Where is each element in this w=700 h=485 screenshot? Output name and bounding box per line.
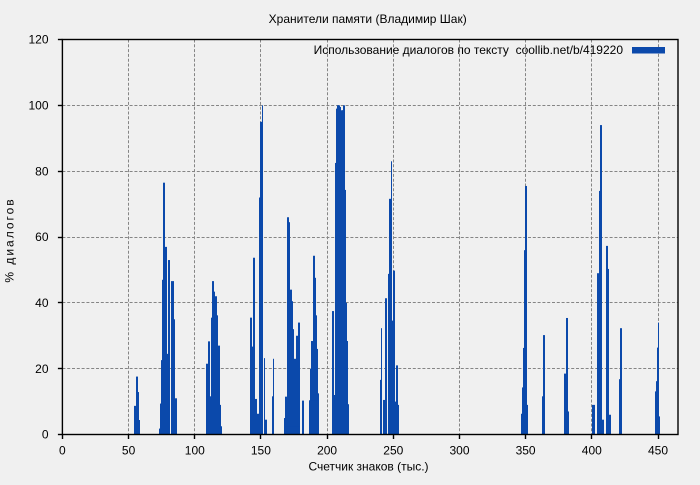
svg-text:200: 200 (317, 444, 337, 458)
svg-text:450: 450 (648, 444, 668, 458)
svg-text:150: 150 (251, 444, 271, 458)
svg-text:250: 250 (383, 444, 403, 458)
svg-text:Хранители памяти (Владимир Шак: Хранители памяти (Владимир Шак) (269, 12, 467, 26)
svg-text:Счетчик знаков (тыс.): Счетчик знаков (тыс.) (308, 460, 428, 474)
svg-text:Использование диалогов по текс: Использование диалогов по тексту coollib… (314, 43, 624, 57)
svg-text:40: 40 (35, 296, 49, 310)
svg-text:% диалогов: % диалогов (3, 197, 17, 282)
svg-text:100: 100 (28, 99, 48, 113)
svg-text:60: 60 (35, 230, 49, 244)
svg-text:400: 400 (582, 444, 602, 458)
svg-text:350: 350 (516, 444, 536, 458)
svg-text:0: 0 (42, 428, 49, 442)
svg-text:0: 0 (59, 444, 66, 458)
svg-text:120: 120 (28, 33, 48, 47)
svg-text:80: 80 (35, 164, 49, 178)
svg-text:50: 50 (122, 444, 136, 458)
svg-text:20: 20 (35, 362, 49, 376)
svg-text:300: 300 (449, 444, 469, 458)
svg-text:100: 100 (185, 444, 205, 458)
